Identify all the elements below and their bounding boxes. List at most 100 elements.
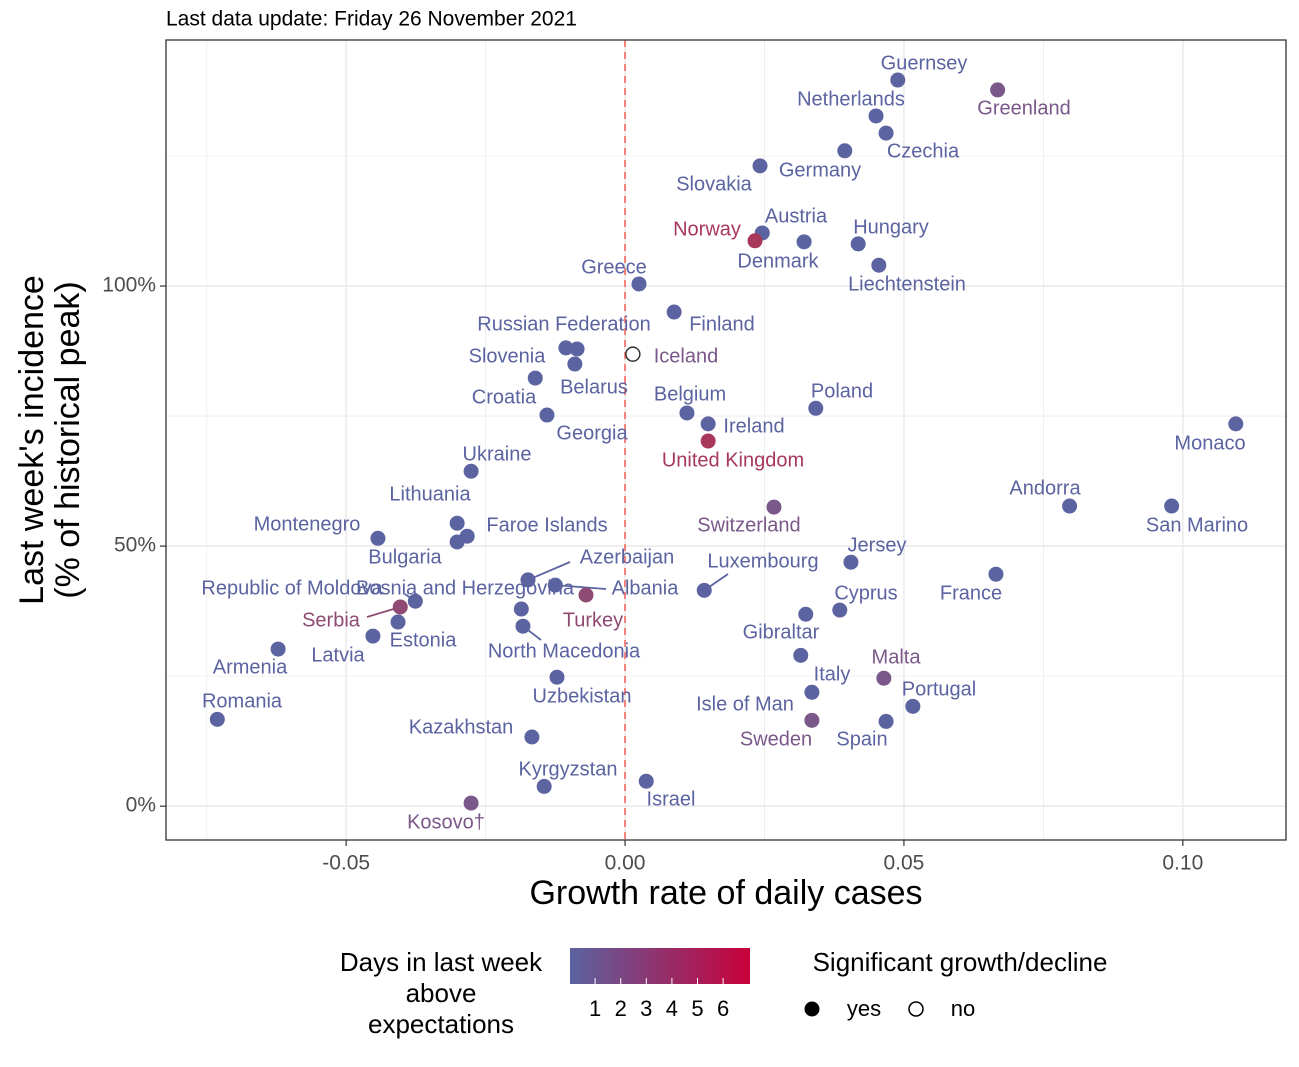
point-label: Norway [673,218,741,240]
point-label: Montenegro [254,513,361,535]
point-label: Belarus [560,376,628,398]
data-point [808,400,824,416]
point-label: Iceland [654,345,719,367]
data-point [876,670,892,686]
data-point [1228,416,1244,432]
data-point [209,711,225,727]
point-label: North Macedonia [488,640,641,662]
point-label: Germany [779,159,861,181]
data-point [370,530,386,546]
point-label: Lithuania [389,483,471,505]
data-point [666,304,682,320]
colorbar-label: 2 [615,996,627,1021]
point-label: Switzerland [697,514,800,536]
data-point [631,276,647,292]
point-label: Uzbekistan [533,685,632,707]
data-point [513,601,529,617]
x-tick-label: 0.10 [1162,852,1203,875]
point-label: Malta [872,646,922,668]
data-point [270,641,286,657]
point-label: Greece [581,256,647,278]
colorbar-label: 5 [691,996,703,1021]
x-tick-label: 0.00 [605,852,646,875]
data-point [700,416,716,432]
point-label: Ireland [723,415,784,437]
point-label: Andorra [1009,477,1081,499]
point-label: Croatia [472,386,537,408]
legend-symbol [908,1001,924,1017]
point-label: Poland [811,380,873,402]
data-point [796,234,812,250]
x-tick-label: 0.05 [883,852,924,875]
point-label: Kyrgyzstan [519,758,618,780]
point-label: Slovenia [469,345,547,367]
data-point [515,618,531,634]
point-label: Spain [836,728,887,750]
point-label: Albania [612,577,680,599]
data-point [679,405,695,421]
point-label: Monaco [1174,432,1245,454]
point-label: Liechtenstein [848,273,966,295]
point-label: Faroe Islands [486,514,607,536]
data-point [463,463,479,479]
data-point [988,566,1004,582]
point-label: Bulgaria [368,546,442,568]
data-point [832,602,848,618]
data-point [567,356,583,372]
colorbar-label: 1 [589,996,601,1021]
data-point [547,577,563,593]
point-label: Armenia [213,656,288,678]
legend-symbol [804,1001,820,1017]
point-label: Austria [765,205,828,227]
colorbar-label: 6 [717,996,729,1021]
chart-title: Last data update: Friday 26 November 202… [166,8,577,31]
point-label: Greenland [977,97,1070,119]
data-point [804,712,820,728]
point-label: Isle of Man [696,693,794,715]
y-tick-label: 100% [102,274,156,297]
y-axis-title: (% of historical peak) [49,281,87,598]
data-point [539,407,555,423]
point-label: United Kingdom [662,449,804,471]
point-label: Belgium [654,383,726,405]
point-label: Finland [689,313,755,335]
data-point [365,628,381,644]
data-point [752,158,768,174]
legend-title: expectations [368,1009,514,1039]
point-label: San Marino [1146,514,1248,536]
data-point [549,669,565,685]
point-label: France [940,582,1002,604]
data-point [407,593,423,609]
point-label: Bosnia and Herzegovina [356,577,575,599]
data-point [837,143,853,159]
data-point [878,713,894,729]
data-point [1062,498,1078,514]
data-point [463,795,479,811]
legend-label: no [951,996,975,1021]
point-label: Luxembourg [707,550,818,572]
legend-label: yes [847,996,881,1021]
y-tick-label: 0% [126,794,156,817]
legend-title: above [406,978,477,1008]
y-axis-title: Last week's incidence [13,275,51,605]
point-label: Kosovo† [407,811,485,833]
data-point [625,346,641,362]
data-point [696,582,712,598]
point-label: Serbia [302,609,361,631]
point-label: Georgia [556,422,628,444]
data-point [569,341,585,357]
data-point [520,572,536,588]
data-point [843,554,859,570]
data-point [536,778,552,794]
plot-border [165,39,1287,841]
legend-title: Significant growth/decline [813,947,1108,977]
data-point [700,433,716,449]
data-point [638,773,654,789]
data-point [804,684,820,700]
point-label: Slovakia [676,173,752,195]
point-label: Gibraltar [743,621,820,643]
legend-title: Days in last week [340,947,543,977]
point-label: Republic of Moldova [201,577,383,599]
